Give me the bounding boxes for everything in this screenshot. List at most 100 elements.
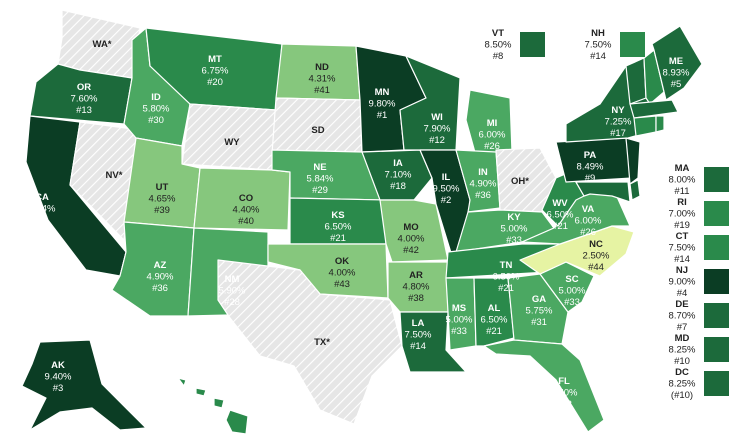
state-abbr: ND [315, 62, 329, 73]
state-rank: #9 [585, 173, 596, 184]
callout-rank: #8 [493, 51, 504, 62]
state-rank: #21 [330, 233, 346, 244]
state-abbr: OK [335, 256, 349, 267]
state-ri [655, 115, 665, 133]
state-rate: 5.80% [143, 104, 170, 115]
state-label-ca: CA8.84%#6 [29, 192, 56, 226]
callout-rank: #11 [674, 186, 689, 197]
state-abbr: NE [313, 162, 326, 173]
state-rate: 4.90% [470, 179, 497, 190]
state-rate: 8.49% [577, 162, 604, 173]
state-rank: #1 [377, 110, 388, 121]
state-label-mi: MI6.00%#26 [479, 118, 506, 152]
state-abbr: LA [412, 318, 425, 329]
state-rank: #29 [312, 185, 328, 196]
state-rank: #26 [484, 141, 500, 152]
callout-abbr: VT [492, 28, 504, 39]
callout-md: MD8.25%#10 [669, 333, 729, 367]
state-rate: 9.50% [433, 184, 460, 195]
state-rate: 7.90% [424, 124, 451, 135]
state-rate: 6.50% [547, 210, 574, 221]
callout-rank: #14 [590, 51, 606, 62]
state-rank: #20 [207, 77, 223, 88]
state-abbr: WV [552, 198, 568, 209]
state-rate: 5.00% [446, 315, 473, 326]
state-rank: #13 [76, 105, 92, 116]
callout-abbr: MA [675, 163, 690, 174]
callout-ma: MA8.00%#11 [669, 163, 729, 197]
state-abbr: CA [35, 192, 49, 203]
state-vt [625, 57, 647, 105]
callout-swatch [620, 32, 645, 57]
state-rank: #33 [506, 235, 522, 246]
callout-rate: 8.25% [669, 379, 696, 390]
state-nh [643, 49, 665, 105]
callout-abbr: RI [677, 197, 687, 208]
state-abbr: SC [565, 274, 578, 285]
labels-layer: WA* OR7.60%#13 CA8.84%#6 NV* ID5.80%#30 MT6.7… [29, 39, 690, 438]
state-label-wa: WA* [93, 39, 112, 50]
state-abbr: UT [156, 182, 169, 193]
state-rank: #2 [441, 195, 452, 206]
state-abbr: IA [393, 158, 403, 169]
state-rate: 6.00% [575, 216, 602, 227]
state-rate: 6.75% [202, 66, 229, 77]
state-rank: #5 [671, 79, 682, 90]
state-abbr: OH* [511, 176, 529, 187]
state-in [455, 149, 501, 213]
state-ma [629, 99, 679, 119]
callout-rate: 7.50% [585, 40, 612, 51]
state-label-ut: UT4.65%#39 [149, 182, 176, 216]
state-al [473, 277, 515, 347]
state-label-ny: NY7.25%#17 [605, 105, 632, 139]
state-rate: 6.00% [479, 130, 506, 141]
state-rank: #36 [475, 190, 491, 201]
callout-swatch [704, 201, 729, 226]
state-abbr: NM [225, 274, 240, 285]
callout-ct: CT7.50%#14 [669, 231, 729, 265]
state-abbr: KY [507, 212, 521, 223]
state-rank: #43 [334, 279, 350, 290]
callout-abbr: NH [591, 28, 605, 39]
state-abbr: AZ [154, 260, 167, 271]
callout-rate: 7.00% [669, 209, 696, 220]
state-label-nc: NC2.50%#44 [583, 239, 610, 273]
state-label-ar: AR4.80%#38 [403, 270, 430, 304]
state-rank: #33 [564, 297, 580, 308]
state-label-nv: NV* [106, 170, 123, 181]
state-abbr: SD [311, 125, 324, 136]
callout-swatch [704, 167, 729, 192]
state-abbr: PA [584, 150, 597, 161]
state-rank: #33 [451, 326, 467, 337]
state-rate: 4.00% [329, 268, 356, 279]
state-label-az: AZ4.90%#36 [147, 260, 174, 294]
state-rate: 9.40% [45, 372, 72, 383]
state-rate: 7.60% [71, 94, 98, 105]
state-rate: 5.00% [501, 224, 528, 235]
state-label-ak: AK9.40%#3 [45, 360, 72, 394]
state-rank: #26 [580, 227, 596, 238]
state-abbr: ID [151, 92, 161, 103]
state-rank: #21 [552, 221, 568, 232]
callout-vt: VT8.50%#8 [485, 28, 545, 62]
state-label-ga: GA5.75%#31 [526, 294, 553, 328]
state-rank: #17 [610, 128, 626, 139]
state-abbr: AL [488, 303, 501, 314]
callout-swatch [704, 235, 729, 260]
callout-rank: (#10) [671, 390, 693, 401]
state-rank: #31 [531, 317, 547, 328]
state-label-in: IN4.90%#36 [470, 167, 497, 201]
callout-dc: DC8.25%(#10) [669, 367, 729, 401]
state-abbr: FL [558, 376, 570, 387]
state-abbr: MN [375, 87, 390, 98]
callout-ri: RI7.00%#19 [669, 197, 729, 231]
state-rate: 2.50% [583, 251, 610, 262]
state-label-ks: KS6.50%#21 [325, 210, 352, 244]
callout-rank: #14 [674, 254, 690, 265]
state-label-ms: MS5.00%#33 [446, 303, 473, 337]
state-ct [633, 115, 657, 137]
state-nj [625, 137, 641, 185]
state-label-me: ME8.93%#5 [663, 56, 690, 90]
state-abbr: MI [487, 118, 498, 129]
callout-rate: 9.00% [669, 277, 696, 288]
